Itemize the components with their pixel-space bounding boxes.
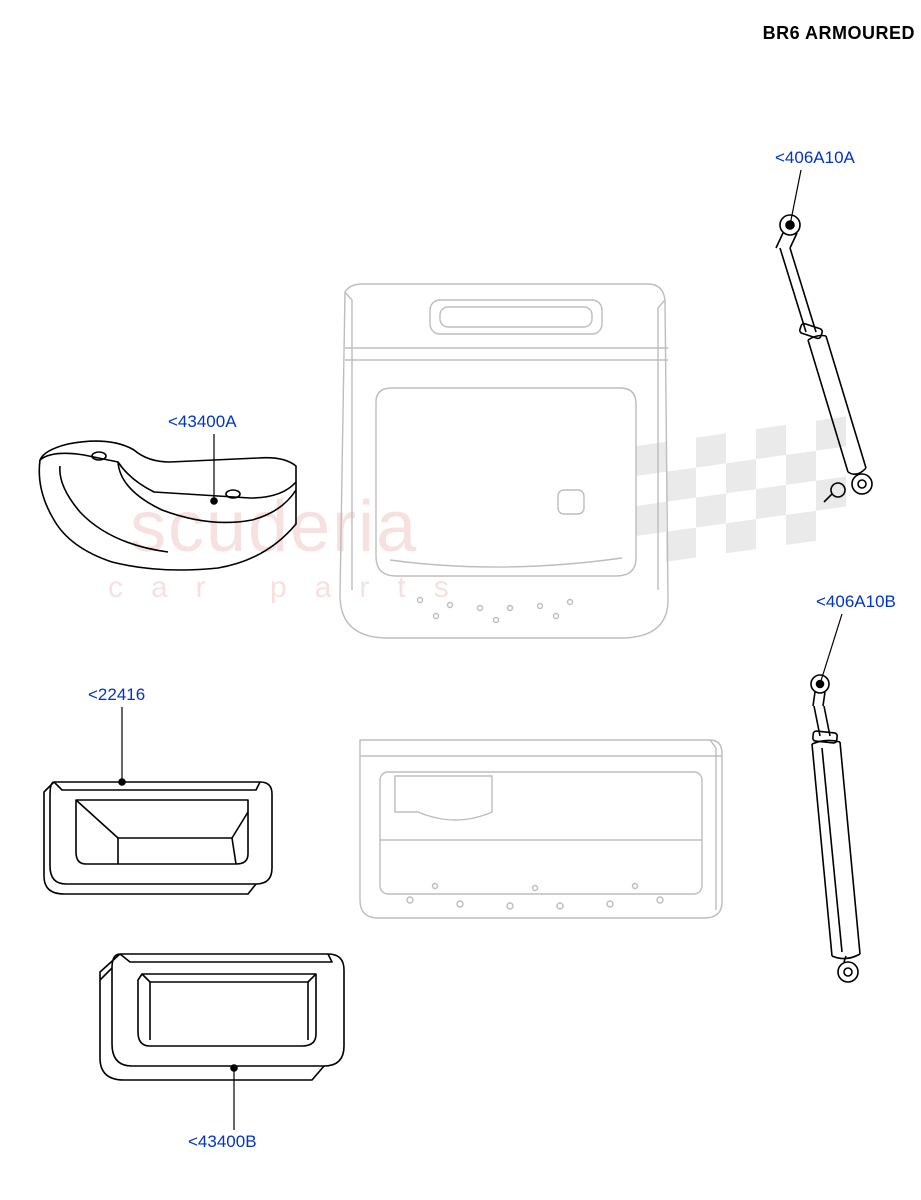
gas-strut-406A10A: [776, 215, 872, 502]
gas-strut-406A10B: [811, 675, 860, 982]
leader-lines: [119, 170, 842, 1130]
callout-43400B[interactable]: <43400B: [188, 1132, 257, 1152]
callout-22416[interactable]: <22416: [88, 685, 145, 705]
handle-trim-43400A: [39, 441, 296, 570]
upper-tailgate-panel: [340, 284, 668, 638]
callout-43400A[interactable]: <43400A: [168, 412, 237, 432]
handle-recess-22416: [44, 782, 272, 894]
handle-bezel-43400B: [100, 954, 344, 1080]
exploded-diagram: [0, 0, 921, 1200]
lower-tailgate-panel: [360, 740, 722, 918]
callout-406A10A[interactable]: <406A10A: [775, 148, 855, 168]
callout-406A10B[interactable]: <406A10B: [816, 592, 896, 612]
